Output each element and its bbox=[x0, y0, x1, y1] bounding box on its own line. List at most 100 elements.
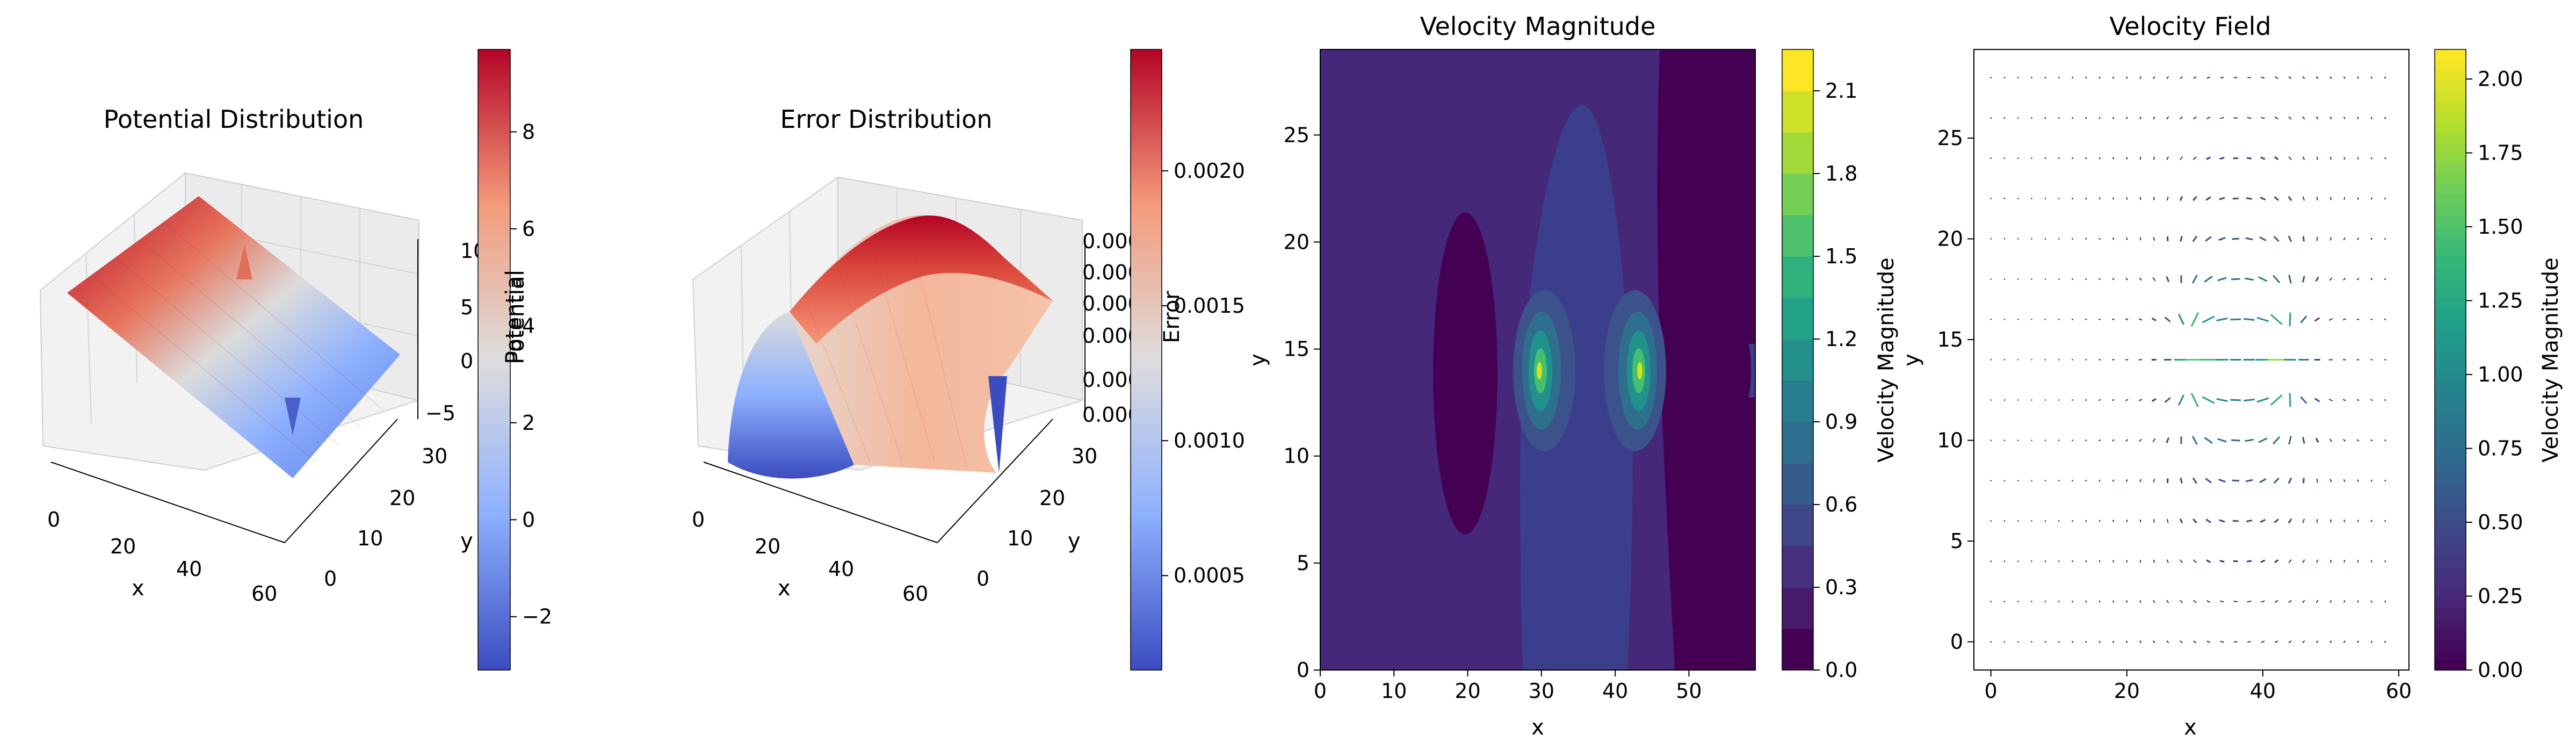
colorbar-segment bbox=[2435, 235, 2466, 247]
colorbar-segment bbox=[2435, 246, 2466, 257]
quiver-arrow bbox=[1989, 600, 1992, 603]
quiver-arrow bbox=[2180, 640, 2183, 644]
quiver-arrow bbox=[2232, 479, 2240, 482]
quiver-arrow bbox=[2099, 318, 2101, 321]
quiver-arrow bbox=[2139, 116, 2141, 120]
quiver-arrow bbox=[2288, 235, 2292, 242]
quiver-arrow bbox=[2370, 197, 2372, 200]
quiver-arrow bbox=[2370, 278, 2373, 280]
quiver-arrow bbox=[2260, 196, 2266, 201]
quiver-arrow bbox=[2357, 479, 2359, 482]
quiver-arrow bbox=[2273, 275, 2281, 284]
quiver-arrow bbox=[2328, 318, 2333, 321]
colorbar-tick-label: 1.50 bbox=[2478, 215, 2523, 239]
colorbar-level bbox=[1782, 215, 1813, 257]
quiver-arrow bbox=[2125, 278, 2129, 280]
quiver-arrow bbox=[2003, 319, 2006, 320]
quiver-arrow bbox=[2191, 275, 2198, 284]
quiver-arrow bbox=[2126, 117, 2128, 119]
quiver-arrow bbox=[2315, 600, 2319, 603]
quiver-arrow bbox=[2216, 317, 2228, 322]
quiver-arrow bbox=[2316, 236, 2318, 241]
colorbar-segment bbox=[2435, 432, 2466, 443]
quiver-arrow bbox=[2126, 520, 2128, 522]
y-axis-label: y bbox=[1068, 529, 1081, 553]
y-tick-label: 5 bbox=[1297, 551, 1309, 575]
quiver-arrow bbox=[2099, 76, 2101, 79]
y-tick-label: 25 bbox=[1937, 126, 1963, 150]
quiver-arrow bbox=[2139, 438, 2142, 442]
colorbar-ticks: −2 0 2 4 6 8 bbox=[510, 120, 552, 629]
colorbar-segment bbox=[2435, 442, 2466, 453]
quiver-arrow bbox=[2166, 196, 2169, 201]
quiver-arrow bbox=[2329, 237, 2332, 241]
colorbar-ticks: 0.0005 0.0010 0.0015 0.0020 bbox=[1162, 159, 1245, 587]
quiver-arrow bbox=[2244, 398, 2255, 402]
colorbar-segment bbox=[2435, 101, 2466, 112]
colorbar-segment bbox=[2435, 525, 2466, 536]
colorbar-segment bbox=[2435, 391, 2466, 402]
y-axis-label: y bbox=[460, 529, 473, 553]
quiver-arrow bbox=[2153, 116, 2155, 120]
colorbar-level bbox=[1782, 380, 1813, 422]
quiver-arrow bbox=[2302, 276, 2305, 283]
colorbar-tick-label: 1.2 bbox=[1825, 327, 1857, 351]
quiver-arrow bbox=[2193, 640, 2197, 643]
quiver-arrow bbox=[2217, 438, 2227, 443]
quiver-arrow bbox=[2314, 398, 2320, 402]
quiver-arrow bbox=[2370, 318, 2373, 321]
quiver-arrow bbox=[2206, 76, 2210, 79]
y-tick-label: 20 bbox=[1937, 227, 1963, 251]
quiver-arrow bbox=[2256, 316, 2269, 322]
y-axis-label: y bbox=[1246, 354, 1270, 366]
quiver-arrow bbox=[2302, 116, 2305, 120]
colorbar-tick-label: 2.00 bbox=[2478, 67, 2523, 91]
colorbar-segment bbox=[2435, 215, 2466, 226]
colorbar bbox=[1130, 49, 1162, 671]
colorbar-segment bbox=[2435, 597, 2466, 609]
quiver-arrow bbox=[2302, 519, 2305, 523]
colorbar-segment bbox=[2435, 411, 2466, 422]
quiver-arrow bbox=[2315, 276, 2319, 282]
quiver-arrow bbox=[2273, 477, 2280, 484]
colorbar-segment bbox=[2435, 132, 2466, 143]
quiver-arrow bbox=[2164, 316, 2171, 322]
quiver-arrow bbox=[2244, 318, 2255, 321]
quiver-arrow bbox=[2218, 236, 2226, 241]
quiver-arrow bbox=[2218, 478, 2226, 483]
colorbar: 0.00 0.25 0.50 0.75 1.00 1.25 1.50 1.75 2.00 bbox=[2434, 49, 2523, 682]
quiver-arrow bbox=[2138, 318, 2143, 321]
quiver-arrow bbox=[2343, 600, 2346, 603]
colorbar-level bbox=[1782, 629, 1813, 671]
quiver-arrow bbox=[2193, 76, 2197, 79]
quiver-arrow bbox=[2193, 196, 2197, 201]
quiver-arrow bbox=[2274, 76, 2278, 79]
colorbar-tick-label: 2.1 bbox=[1825, 79, 1857, 103]
quiver-arrow bbox=[2384, 479, 2386, 482]
quiver-arrow bbox=[2180, 116, 2183, 120]
quiver-arrow bbox=[2071, 278, 2074, 280]
quiver-arrow bbox=[1989, 640, 1992, 643]
quiver-arrow bbox=[2139, 237, 2142, 241]
quiver-arrow bbox=[2217, 277, 2227, 282]
x-tick-label: 20 bbox=[1455, 679, 1480, 703]
colorbar-tick-label: 0.0005 bbox=[1174, 564, 1245, 587]
quiver-arrow bbox=[2192, 477, 2198, 484]
colorbar-segment bbox=[2435, 649, 2466, 660]
quiver-arrow bbox=[2112, 479, 2115, 482]
quiver-arrow bbox=[2316, 197, 2318, 200]
colorbar-level bbox=[1782, 339, 1813, 381]
y-tick-label: 15 bbox=[1284, 337, 1309, 361]
quiver-arrow bbox=[2125, 237, 2128, 241]
quiver-arrow bbox=[2017, 600, 2019, 603]
quiver-arrow bbox=[2058, 319, 2060, 320]
quiver-arrow bbox=[2206, 117, 2211, 119]
quiver-arrow bbox=[2230, 318, 2241, 321]
colorbar-segment bbox=[2435, 163, 2466, 174]
quiver-arrow bbox=[2178, 314, 2184, 325]
quiver-arrow bbox=[2030, 76, 2033, 79]
quiver-arrow bbox=[2302, 236, 2305, 242]
quiver-arrow bbox=[2288, 196, 2292, 201]
quiver-arrow bbox=[2125, 399, 2129, 401]
x-axis-label: x bbox=[2184, 715, 2197, 740]
